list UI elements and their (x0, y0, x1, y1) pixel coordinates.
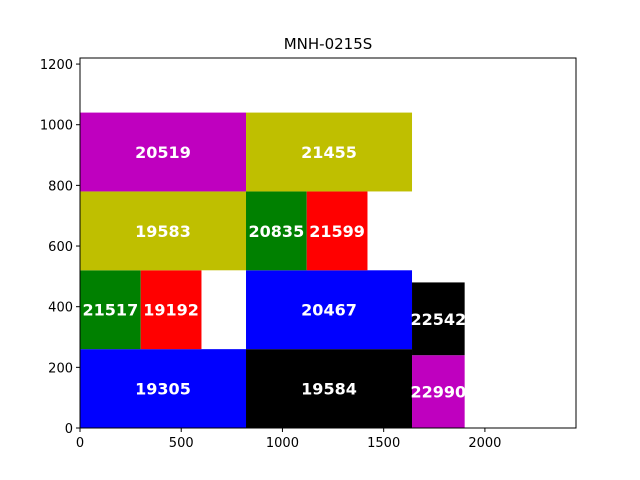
rect-20835 (246, 191, 307, 271)
rect-label-20519: 20519 (135, 143, 191, 162)
x-tick-label: 1000 (266, 436, 299, 451)
rect-label-21599: 21599 (309, 222, 365, 241)
rect-label-20467: 20467 (301, 301, 357, 320)
y-tick-label: 400 (48, 301, 73, 316)
rect-21455 (246, 112, 413, 192)
rect-20519 (80, 112, 247, 192)
y-tick-label: 1000 (40, 119, 73, 134)
rect-19305 (80, 349, 247, 428)
rect-19583 (80, 191, 247, 271)
x-tick-label: 0 (76, 436, 84, 451)
y-tick-label: 800 (48, 179, 73, 194)
rect-19192 (140, 270, 202, 350)
plot-frame (79, 57, 577, 429)
rect-label-19305: 19305 (135, 380, 191, 399)
rect-label-19583: 19583 (135, 222, 191, 241)
rect-label-22990: 22990 (410, 383, 466, 402)
rect-22990 (412, 355, 465, 428)
rect-label-21517: 21517 (83, 301, 139, 320)
rect-19584 (246, 349, 413, 428)
rect-21517 (80, 270, 141, 350)
x-tick-label: 1500 (367, 436, 400, 451)
y-tick-label: 0 (65, 422, 73, 437)
rect-21599 (306, 191, 368, 271)
x-tick-label: 2000 (468, 436, 501, 451)
y-tick-label: 1200 (40, 58, 73, 73)
rect-label-20835: 20835 (249, 222, 305, 241)
chart-title: MNH-0215S (284, 35, 373, 53)
y-tick-label: 200 (48, 361, 73, 376)
rect-22542 (412, 282, 465, 356)
y-axis: 0 200 400 600 800 1000 1200 (40, 58, 80, 437)
rect-label-19584: 19584 (301, 380, 357, 399)
rectangle-labels-layer: 19305 19584 22990 22542 21517 19192 20467 19583… (83, 143, 467, 402)
x-axis: 0 500 1000 1500 2000 (76, 428, 501, 451)
y-tick-label: 600 (48, 240, 73, 255)
rect-label-19192: 19192 (143, 301, 199, 320)
rect-label-21455: 21455 (301, 143, 357, 162)
rect-20467 (246, 270, 413, 350)
rect-label-22542: 22542 (410, 310, 466, 329)
x-tick-label: 500 (169, 436, 194, 451)
rectangles-layer (80, 112, 465, 428)
